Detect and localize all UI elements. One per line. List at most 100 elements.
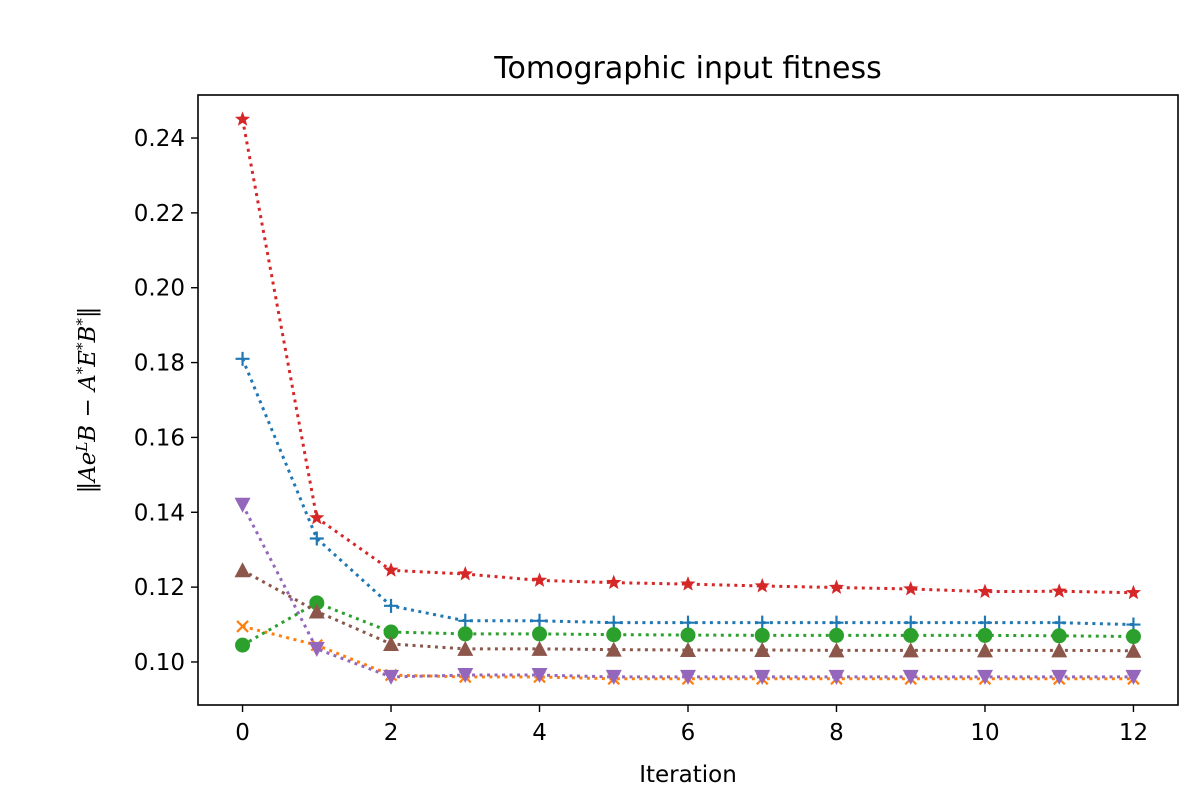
series-green-point	[606, 627, 622, 643]
series-brown-point	[234, 562, 251, 578]
series-blue-point	[681, 615, 695, 630]
series-brown-point	[383, 636, 400, 651]
series-brown-point	[754, 641, 771, 657]
series-blue	[235, 351, 1141, 632]
y-axis-label-mid-2: E	[75, 350, 101, 368]
series-red-point	[828, 579, 845, 594]
x-axis-label: Iteration	[639, 762, 737, 788]
y-tick-label: 0.22	[134, 201, 185, 227]
series-green-point	[383, 624, 399, 640]
y-axis-ticks: 0.10 0.12 0.14 0.16 0.18 0.20 0.22 0.24	[134, 126, 198, 676]
x-tick-label: 6	[681, 720, 696, 746]
series-green-point	[309, 595, 325, 611]
series-blue-point	[903, 615, 918, 630]
series-red	[234, 111, 1142, 600]
series-blue-point	[384, 598, 399, 613]
series-red-point	[309, 509, 325, 525]
series-brown-point	[605, 641, 622, 657]
series-blue-point	[755, 615, 770, 630]
series-green-point	[754, 627, 770, 643]
series-red-point	[606, 574, 622, 590]
series-green-point	[235, 637, 251, 653]
series-purple-point	[828, 669, 845, 685]
series-green-point	[1125, 629, 1141, 645]
y-axis-label-sup-1: L	[73, 442, 91, 453]
y-tick-label: 0.20	[134, 276, 185, 302]
series-brown-point	[1125, 642, 1142, 658]
series-green-point	[457, 626, 473, 642]
y-tick-label: 0.10	[134, 650, 185, 676]
series-brown-point	[1051, 642, 1068, 658]
series-brown-point	[308, 603, 325, 619]
series-brown-point	[680, 641, 696, 657]
series-blue-point	[1052, 615, 1067, 630]
series-purple	[234, 497, 1142, 685]
chart-title: Tomographic input fitness	[493, 51, 881, 86]
series-brown-point	[828, 642, 845, 658]
y-axis-label-mid-3: B	[75, 326, 101, 344]
series-brown-point	[902, 642, 919, 658]
series-purple-point	[531, 668, 548, 684]
series-blue-point	[532, 613, 547, 628]
x-tick-label: 4	[532, 720, 547, 746]
x-tick-label: 2	[384, 720, 399, 746]
x-tick-label: 12	[1119, 720, 1148, 746]
series-green-point	[903, 627, 919, 643]
series-red-point	[1051, 583, 1067, 598]
series-brown	[234, 562, 1142, 658]
series-brown-point	[531, 640, 548, 656]
series-layer	[234, 111, 1142, 686]
series-purple-point	[1051, 669, 1068, 685]
series-red-point	[680, 576, 696, 591]
series-purple-point	[308, 641, 325, 657]
y-axis-label-mid-1: B − A	[75, 374, 101, 442]
series-red-point	[531, 572, 548, 587]
y-tick-label: 0.16	[134, 425, 185, 451]
series-red-point	[457, 566, 473, 581]
y-axis-label-close: ‖	[75, 307, 101, 319]
series-red-point	[234, 111, 251, 126]
x-tick-label: 8	[829, 720, 844, 746]
series-red-point	[383, 562, 399, 577]
series-red-point	[1125, 584, 1142, 600]
series-purple-point	[680, 669, 696, 685]
y-axis-label: ‖AeLB − A*E*B*‖	[73, 307, 101, 494]
series-green	[235, 595, 1141, 653]
series-green-point	[828, 627, 844, 643]
series-blue-point	[235, 351, 250, 366]
series-blue-point	[977, 615, 992, 630]
series-purple-point	[383, 669, 400, 685]
y-tick-label: 0.24	[134, 126, 185, 152]
series-purple-point	[754, 669, 771, 685]
series-purple-point	[605, 669, 622, 685]
series-blue-point	[458, 613, 473, 628]
series-orange-point	[236, 620, 249, 633]
y-axis-label-sup-4: *	[73, 318, 91, 326]
series-green-point	[1051, 628, 1067, 644]
series-purple-point	[234, 497, 251, 513]
series-purple-point	[1125, 669, 1142, 685]
series-purple-point	[902, 669, 919, 685]
series-purple-point	[976, 669, 993, 685]
y-axis-label-sup-3: *	[73, 342, 91, 350]
series-purple-point	[457, 668, 474, 684]
series-red-point	[977, 583, 993, 599]
series-green-point	[680, 627, 696, 643]
series-green-point	[977, 627, 993, 643]
x-tick-label: 0	[235, 720, 250, 746]
series-red-point	[903, 580, 919, 596]
series-blue-point	[829, 615, 844, 630]
x-tick-label: 10	[970, 720, 999, 746]
series-brown-point	[976, 642, 993, 658]
y-tick-label: 0.18	[134, 351, 185, 377]
x-axis-ticks: 0 2 4 6 8 10 12	[235, 705, 1148, 746]
plot-frame	[197, 94, 1179, 706]
series-brown-point	[457, 640, 474, 656]
series-red-point	[754, 577, 770, 593]
y-axis-label-sup-2: *	[73, 366, 91, 374]
series-green-point	[532, 626, 548, 642]
y-tick-label: 0.12	[134, 575, 185, 601]
y-axis-label-open: ‖Ae	[75, 452, 101, 494]
